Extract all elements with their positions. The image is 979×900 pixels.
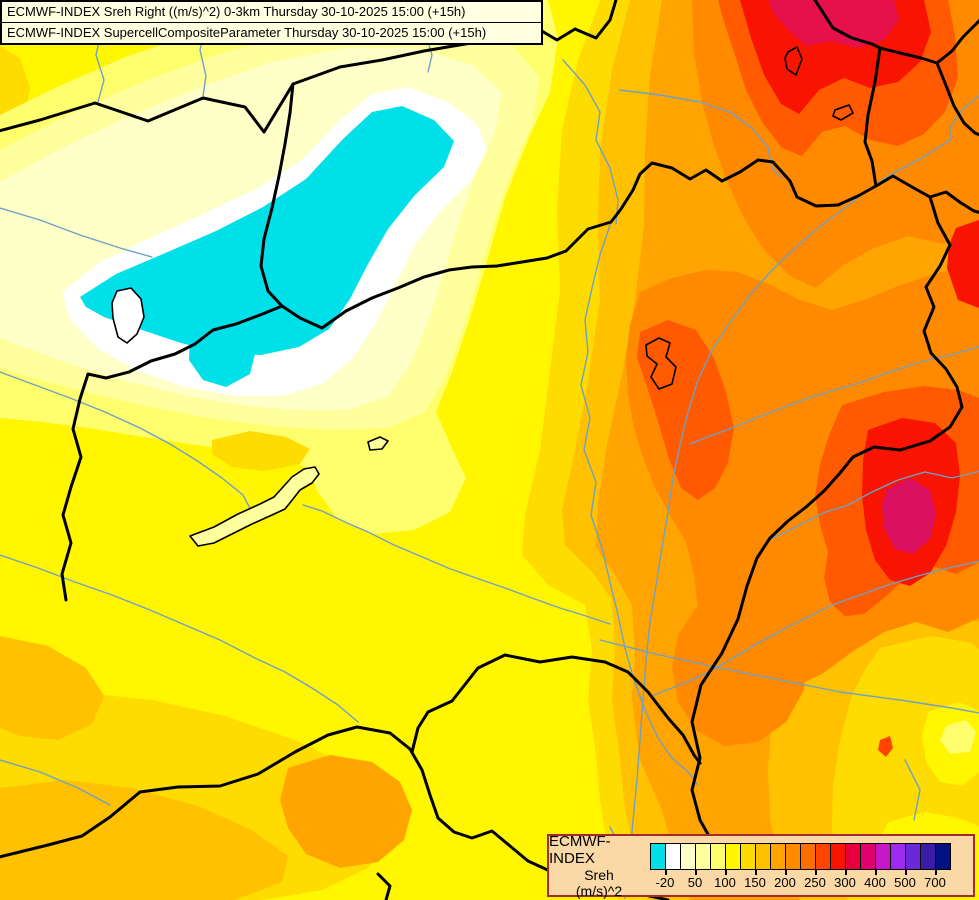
legend-color-cell — [875, 843, 891, 870]
river — [562, 59, 619, 225]
legend-tick — [785, 870, 787, 875]
country-border — [60, 304, 284, 602]
legend-color-cell — [725, 843, 741, 870]
legend-color-cell — [935, 843, 951, 870]
river — [0, 207, 153, 258]
river — [599, 639, 979, 714]
legend-color-cell — [815, 843, 831, 870]
country-border — [935, 18, 979, 65]
legend-tick-label: 700 — [924, 875, 946, 890]
lake-tisza-outline — [645, 337, 677, 390]
country-border — [690, 195, 964, 884]
fill-region — [878, 736, 893, 757]
country-border — [376, 872, 392, 900]
legend-tick-label: 400 — [864, 875, 886, 890]
country-border — [813, 0, 979, 137]
fill-region — [280, 755, 412, 868]
legend-tick-label: 50 — [687, 875, 703, 890]
legend-color-cell — [755, 843, 771, 870]
legend-color-cell — [800, 843, 816, 870]
river — [619, 89, 783, 179]
fill-region-negative-sreh — [189, 330, 256, 387]
legend-tick-label: 300 — [834, 875, 856, 890]
river — [689, 345, 979, 445]
reservoir-outline — [784, 46, 803, 76]
river-danube — [580, 221, 699, 786]
fill-region — [672, 592, 808, 746]
country-border — [259, 82, 979, 330]
legend-color-cell — [650, 843, 666, 870]
country-border — [410, 653, 702, 765]
lakes — [111, 46, 854, 547]
title-line-2: ECMWF-INDEX SupercellCompositeParameter … — [7, 25, 487, 40]
legend-tick — [725, 870, 727, 875]
country-border — [863, 46, 882, 188]
legend-color-cell — [890, 843, 906, 870]
river — [0, 554, 359, 723]
legend-scale: -20 50 100 150 200 250 300 400 500 700 — [649, 836, 973, 895]
legend-color-cell — [710, 843, 726, 870]
lake-velence-outline — [367, 436, 389, 451]
legend-colorbar — [650, 843, 951, 870]
legend-color-cell — [770, 843, 786, 870]
legend-product-label: ECMWF-INDEX — [549, 832, 611, 867]
river — [653, 560, 979, 696]
river — [904, 759, 921, 821]
legend-color-cell — [785, 843, 801, 870]
legend-color-cell — [740, 843, 756, 870]
reservoir-outline — [832, 104, 854, 121]
fill-region — [882, 478, 936, 554]
title-line-1: ECMWF-INDEX Sreh Right ((m/s)^2) 0-3km T… — [2, 2, 541, 23]
legend-tick-label: 200 — [774, 875, 796, 890]
country-border — [0, 0, 618, 134]
fill-region — [768, 0, 899, 48]
legend-tick — [815, 870, 817, 875]
legend-color-cell — [695, 843, 711, 870]
legend-tick — [875, 870, 877, 875]
legend-tick — [845, 870, 847, 875]
river-tisza — [627, 139, 951, 889]
legend-title-block: ECMWF-INDEX Sreh (m/s)^2 — [549, 832, 649, 899]
legend-color-cell — [845, 843, 861, 870]
legend-color-cell — [665, 843, 681, 870]
legend-color-cell — [860, 843, 876, 870]
legend-color-cell — [680, 843, 696, 870]
legend-units-label: (m/s)^2 — [575, 882, 623, 899]
fill-region — [212, 431, 310, 471]
fill-region — [0, 636, 104, 740]
legend-tick-label: -20 — [655, 875, 675, 890]
river — [302, 504, 611, 625]
river — [0, 371, 253, 513]
legend-tick-label: 250 — [804, 875, 826, 890]
legend-tick — [755, 870, 757, 875]
lake-ferto-outline — [111, 287, 145, 344]
legend-tick-label: 500 — [894, 875, 916, 890]
fill-region — [637, 320, 734, 500]
title-bar: ECMWF-INDEX Sreh Right ((m/s)^2) 0-3km T… — [0, 0, 543, 45]
legend-parameter-label: Sreh — [584, 866, 614, 883]
legend-box: ECMWF-INDEX Sreh (m/s)^2 -20 50 100 150 200 2… — [547, 832, 975, 899]
fill-region — [940, 720, 976, 754]
river — [0, 759, 111, 806]
legend-tick-label: 150 — [744, 875, 766, 890]
legend-tick — [665, 870, 667, 875]
river — [767, 470, 979, 541]
lake-balaton-outline — [189, 466, 320, 547]
legend-color-cell — [830, 843, 846, 870]
river — [949, 95, 979, 141]
fill-region — [0, 780, 288, 900]
legend-tick — [935, 870, 937, 875]
fill-region — [947, 220, 979, 308]
legend-tick-label: 100 — [714, 875, 736, 890]
legend-tick — [905, 870, 907, 875]
legend-tick — [695, 870, 697, 875]
legend-color-cell — [905, 843, 921, 870]
legend-color-cell — [920, 843, 936, 870]
